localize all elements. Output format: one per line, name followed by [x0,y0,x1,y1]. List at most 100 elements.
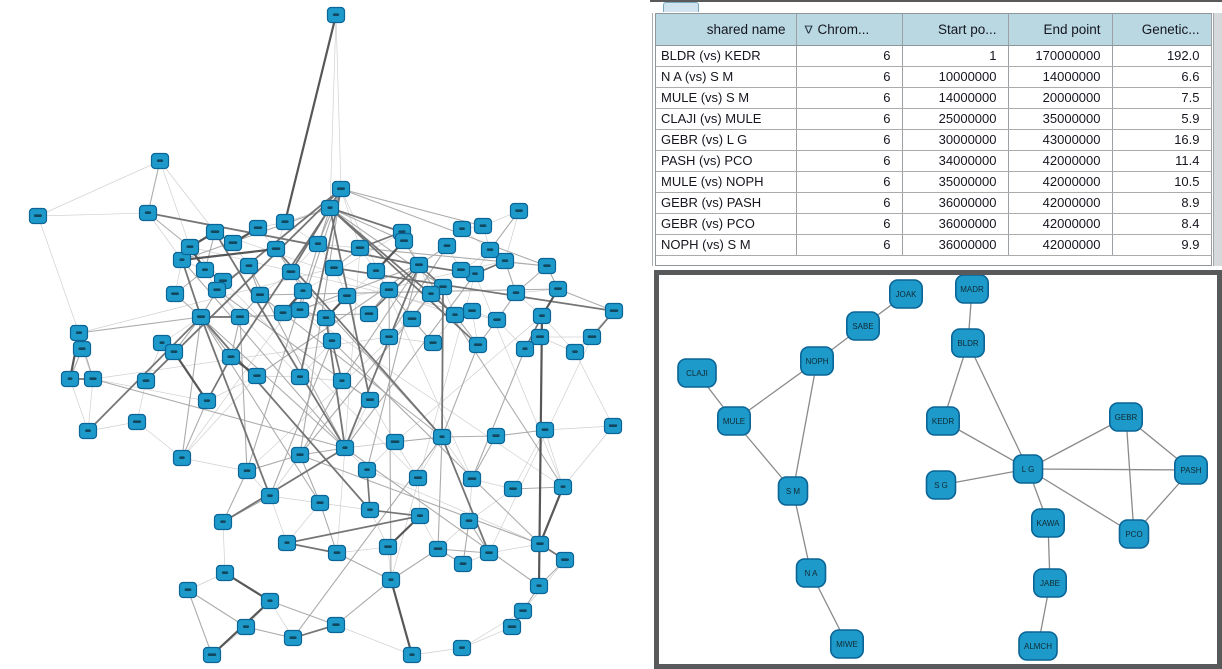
network-node[interactable] [530,328,550,346]
filter-icon[interactable]: ∇ [804,23,813,37]
subnetwork-node[interactable]: L G [1012,454,1044,484]
network-node[interactable] [236,618,256,636]
table-row[interactable]: NOPH (vs) S M 6 36000000 42000000 9.9 [656,234,1212,256]
network-node[interactable] [486,427,506,445]
network-node[interactable] [445,306,465,324]
column-header-chrom---[interactable]: ∇ Chrom... [796,14,903,46]
network-node[interactable] [290,301,310,319]
network-node[interactable] [191,308,211,326]
network-node[interactable] [164,343,184,361]
network-node[interactable] [506,284,526,302]
network-node[interactable] [283,629,303,647]
network-node[interactable] [553,478,573,496]
network-node[interactable] [332,372,352,390]
subnetwork-node[interactable]: N A [795,558,827,588]
network-node[interactable] [223,234,243,252]
network-node[interactable] [308,235,328,253]
network-node[interactable] [165,285,185,303]
network-node[interactable] [350,239,370,257]
network-node[interactable] [138,204,158,222]
network-node[interactable] [247,367,267,385]
network-node[interactable] [213,513,233,531]
network-node[interactable] [473,217,493,235]
network-node[interactable] [275,213,295,231]
network-node[interactable] [239,257,259,275]
network-node[interactable] [202,646,222,664]
network-node[interactable] [381,571,401,589]
network-node[interactable] [28,207,48,225]
network-node[interactable] [195,261,215,279]
network-node[interactable] [230,308,250,326]
network-node[interactable] [360,501,380,519]
network-node[interactable] [150,152,170,170]
network-node[interactable] [322,332,342,350]
network-node[interactable] [360,391,380,409]
network-node[interactable] [410,507,430,525]
network-node[interactable] [452,220,472,238]
network-node[interactable] [250,286,270,304]
subnetwork-node[interactable]: BLDR [950,328,985,358]
network-node[interactable] [394,232,414,250]
network-node[interactable] [408,469,428,487]
subnetwork-node[interactable]: GEBR [1109,402,1144,432]
subnetwork-node[interactable]: KAWA [1031,508,1066,538]
network-node[interactable] [487,311,507,329]
network-node[interactable] [290,446,310,464]
subnetwork-node[interactable]: JOAK [888,279,923,309]
network-node[interactable] [273,304,293,322]
subnetwork-node[interactable]: NOPH [799,346,834,376]
network-node[interactable] [178,581,198,599]
network-node[interactable] [421,285,441,303]
network-node[interactable] [320,199,340,217]
network-node[interactable] [402,310,422,328]
network-node[interactable] [565,343,585,361]
network-node[interactable] [509,202,529,220]
table-row[interactable]: GEBR (vs) L G 6 30000000 43000000 16.9 [656,129,1212,151]
column-header-shared-name[interactable]: shared name [656,14,797,46]
network-node[interactable] [221,348,241,366]
network-node[interactable] [366,262,386,280]
network-node[interactable] [180,238,200,256]
network-node[interactable] [60,370,80,388]
subnetwork-node[interactable]: JABE [1033,568,1068,598]
network-node[interactable] [432,428,452,446]
network-node[interactable] [555,551,575,569]
network-node[interactable] [503,480,523,498]
network-node[interactable] [378,538,398,556]
table-row[interactable]: BLDR (vs) KEDR 6 1 170000000 192.0 [656,45,1212,67]
subnetwork-node[interactable]: CLAJI [677,358,717,388]
network-node[interactable] [495,252,515,270]
network-node[interactable] [72,340,92,358]
table-vertical-scrollbar[interactable] [1213,13,1222,266]
network-node[interactable] [69,324,89,342]
network-node[interactable] [310,494,330,512]
network-node[interactable] [548,280,568,298]
network-node[interactable] [359,305,379,323]
column-header-end-point[interactable]: End point [1008,14,1113,46]
subnetwork-node[interactable]: SABE [845,311,880,341]
network-node[interactable] [423,334,443,352]
network-node[interactable] [215,564,235,582]
network-node[interactable] [529,577,549,595]
column-header-start-po---[interactable]: Start po... [902,14,1009,46]
network-node[interactable] [502,618,522,636]
main-network-view[interactable] [0,0,655,669]
network-node[interactable] [172,449,192,467]
network-node[interactable] [459,512,479,530]
subnetwork-view[interactable]: JOAK SABE NOPH CLAJI MULE S M N A MIWE MADR BLDR K… [659,275,1217,664]
network-node[interactable] [379,281,399,299]
subnetwork-node[interactable]: MULE [716,406,751,436]
network-node[interactable] [480,241,500,259]
subnetwork-node[interactable]: MIWE [829,629,864,659]
network-node[interactable] [357,461,377,479]
network-node[interactable] [530,535,550,553]
subnetwork-node[interactable]: S M [777,476,809,506]
network-node[interactable] [437,237,457,255]
network-node[interactable] [603,417,623,435]
network-node[interactable] [379,328,399,346]
table-row[interactable]: N A (vs) S M 6 10000000 14000000 6.6 [656,66,1212,88]
network-node[interactable] [316,309,336,327]
network-node[interactable] [78,422,98,440]
network-node[interactable] [337,287,357,305]
subnetwork-node[interactable]: KEDR [925,406,960,436]
